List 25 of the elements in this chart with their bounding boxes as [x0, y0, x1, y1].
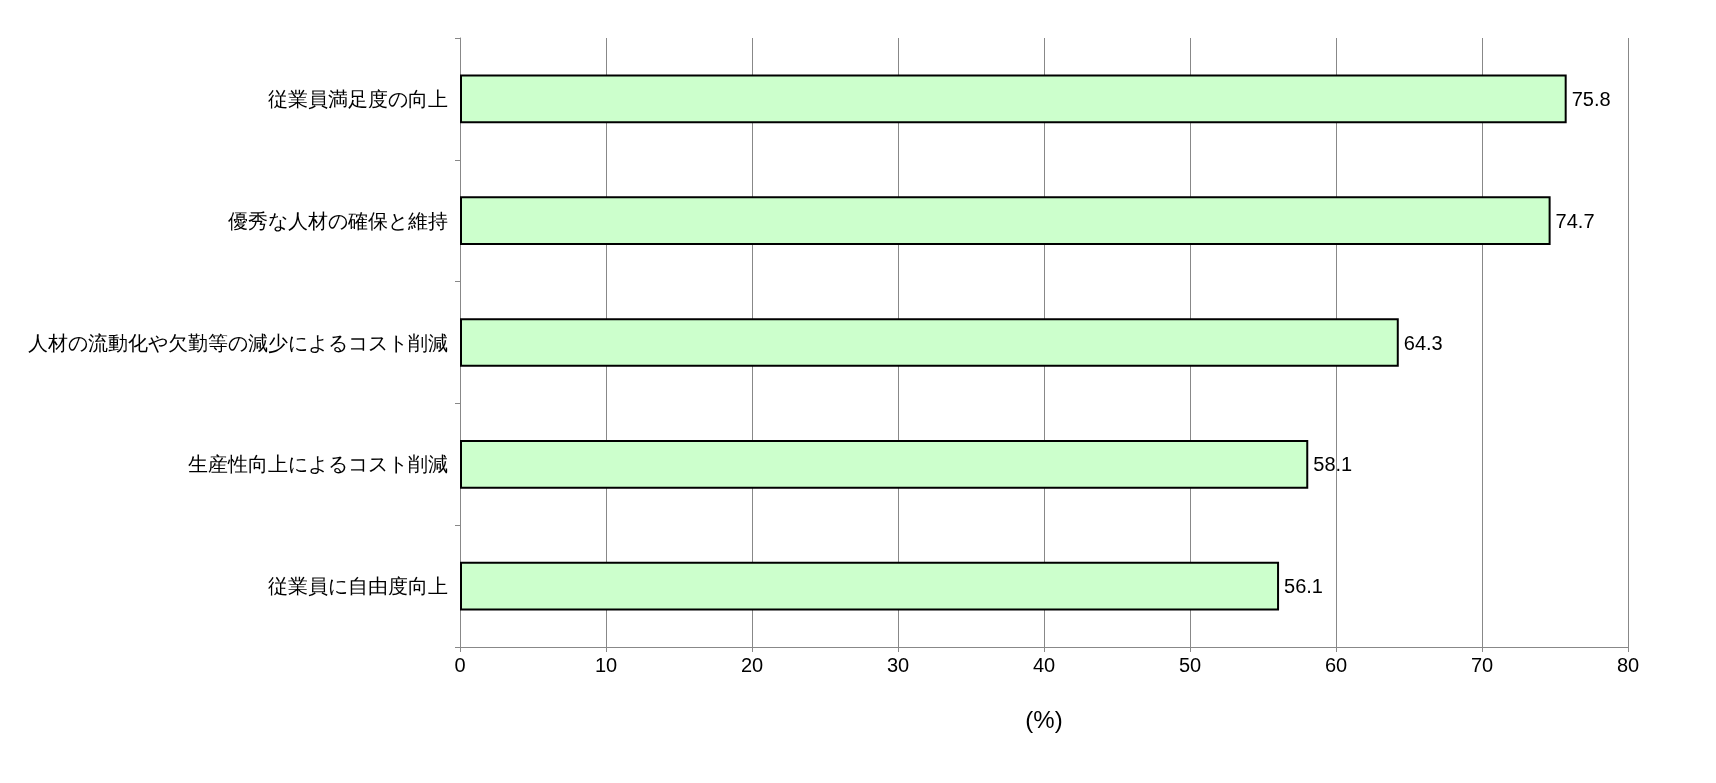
y-tick-label: 生産性向上によるコスト削減: [188, 453, 448, 476]
x-tick-label: 10: [594, 654, 618, 676]
y-tick-label: 優秀な人材の確保と維持: [228, 209, 448, 232]
data-label: 64.3: [1403, 331, 1443, 354]
bar: [460, 196, 1551, 246]
x-tick-label: 40: [1032, 654, 1056, 676]
x-tick-label: 70: [1470, 654, 1494, 676]
x-tick-label: 50: [1178, 654, 1202, 676]
x-tick-label: 60: [1324, 654, 1348, 676]
bar: [460, 439, 1309, 489]
data-label: 56.1: [1284, 575, 1323, 598]
data-label: 58.1: [1313, 453, 1353, 476]
y-tick-label: 従業員に自由度向上: [268, 575, 448, 598]
bar: [460, 561, 1280, 611]
y-tick-label: 人材の流動化や欠勤等の減少によるコスト削減: [28, 331, 448, 354]
x-tick-label: 20: [740, 654, 764, 676]
y-tick-label: 従業員満足度の向上: [268, 87, 448, 110]
data-label: 75.8: [1571, 87, 1611, 110]
x-axis-title: (%): [1025, 705, 1063, 733]
x-tick-label: 0: [454, 654, 466, 676]
bar: [460, 318, 1399, 367]
data-label: 74.7: [1555, 209, 1595, 232]
bar: [460, 74, 1567, 124]
x-tick-label: 30: [886, 654, 910, 676]
x-tick-label: 80: [1616, 654, 1640, 676]
